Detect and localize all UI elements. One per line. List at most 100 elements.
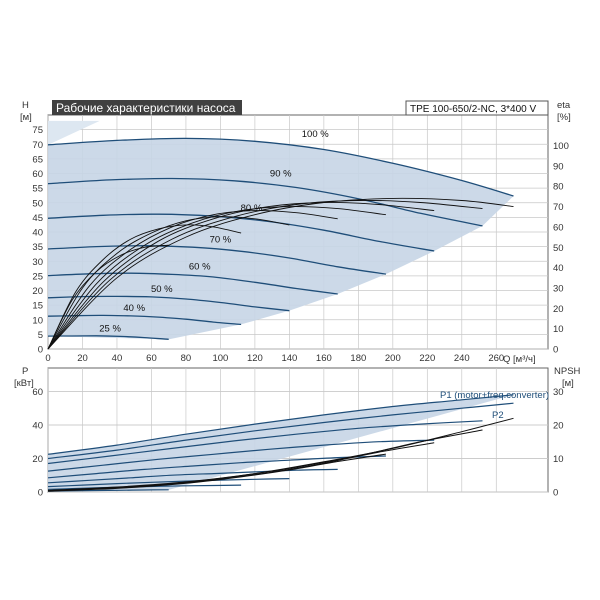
head-x-tick-9: 180 [350, 353, 366, 364]
power-y-tick-2: 40 [32, 420, 43, 431]
head-curve-0 [47, 137, 514, 197]
head-curve-3 [47, 245, 386, 275]
eta-y-tick-6: 60 [553, 222, 564, 233]
head-x-tick-4: 80 [181, 353, 192, 364]
power-curve-6 [47, 478, 290, 488]
head-y-tick-15: 75 [32, 125, 43, 136]
eta-y-tick-3: 30 [553, 283, 564, 294]
pump-model: TPE 100-650/2-NC, 3*400 V [410, 104, 537, 115]
head-x-tick-13: 260 [488, 353, 504, 364]
eta-y-tick-5: 50 [553, 243, 564, 254]
chart-title: Рабочие характеристики насоса [56, 101, 236, 115]
power-curve-5 [47, 468, 338, 484]
power-y-tick-1: 20 [32, 454, 43, 465]
head-curve-6 [47, 314, 242, 326]
power-region [48, 394, 514, 492]
power-curve-2 [47, 420, 483, 465]
head-y-tick-14: 70 [32, 140, 43, 151]
head-x-tick-5: 100 [212, 353, 228, 364]
head-y-tick-7: 35 [32, 242, 43, 253]
speed-label-1: 90 % [270, 168, 292, 179]
speed-label-7: 25 % [99, 323, 121, 334]
flow-axis-label: Q [м³/ч] [503, 354, 536, 365]
head-curve-4 [47, 272, 338, 295]
speed-label-6: 40 % [123, 303, 145, 314]
head-x-tick-10: 200 [385, 353, 401, 364]
eta-curve-0 [47, 197, 514, 350]
head-y-tick-11: 55 [32, 184, 43, 195]
npsh-curves [47, 417, 514, 492]
npsh-y-tick-2: 20 [553, 420, 564, 431]
npsh-curve-3 [47, 453, 386, 492]
title-box [52, 100, 242, 115]
head-y-tick-13: 65 [32, 154, 43, 165]
eta-y-tick-10: 100 [553, 141, 569, 152]
head-x-tick-0: 0 [45, 353, 50, 364]
head-y-tick-0: 0 [38, 345, 43, 356]
speed-label-4: 60 % [189, 261, 211, 272]
head-y-tick-9: 45 [32, 213, 43, 224]
speed-label-0: 100 % [302, 129, 329, 140]
power-curve-0 [47, 394, 514, 455]
head-y-tick-8: 40 [32, 228, 43, 239]
head-y-tick-10: 50 [32, 198, 43, 209]
power-chart-ticks: 0 20 40 60 0 10 20 30 [32, 387, 563, 499]
head-x-tick-11: 220 [419, 353, 435, 364]
head-x-tick-2: 40 [112, 353, 123, 364]
head-curve-1 [47, 177, 483, 227]
head-operating-region [48, 120, 514, 340]
speed-label-5: 50 % [151, 284, 173, 295]
eta-axis-unit: [%] [557, 112, 571, 123]
eta-curve-2 [47, 201, 435, 350]
head-y-tick-1: 5 [38, 330, 43, 341]
model-box [405, 100, 549, 116]
npsh-y-tick-3: 30 [553, 387, 564, 398]
head-chart-ticks: 0 20 40 60 80 100 120 140 160 180 200 220 240 2600510… [32, 125, 568, 364]
head-x-tick-7: 140 [281, 353, 297, 364]
eta-curve-4 [47, 210, 338, 350]
eta-curve-7 [47, 244, 169, 350]
npsh-y-tick-1: 10 [553, 454, 564, 465]
head-x-tick-3: 60 [146, 353, 157, 364]
eta-y-tick-4: 40 [553, 263, 564, 274]
eta-y-tick-2: 20 [553, 304, 564, 315]
eta-y-tick-0: 0 [553, 345, 558, 356]
power-curve-1 [47, 402, 514, 460]
head-x-tick-8: 160 [316, 353, 332, 364]
head-y-tick-2: 10 [32, 315, 43, 326]
eta-y-tick-8: 80 [553, 182, 564, 193]
head-y-tick-12: 60 [32, 169, 43, 180]
head-y-tick-5: 25 [32, 271, 43, 282]
head-y-tick-6: 30 [32, 257, 43, 268]
eta-y-tick-1: 10 [553, 324, 564, 335]
head-y-tick-4: 20 [32, 286, 43, 297]
power-axis-label: P [22, 366, 28, 377]
power-axis-unit: [кВт] [14, 378, 34, 389]
npsh-axis-unit: [м] [562, 378, 574, 389]
npsh-y-tick-0: 0 [553, 488, 558, 499]
head-region-polygon [48, 138, 514, 340]
head-axis-label: H [22, 100, 29, 111]
power-y-tick-0: 0 [38, 488, 43, 499]
eta-axis-label: eta [557, 100, 571, 111]
head-x-tick-6: 120 [247, 353, 263, 364]
head-x-tick-12: 240 [454, 353, 470, 364]
eta-curve-1 [47, 199, 483, 350]
eta-y-tick-9: 90 [553, 161, 564, 172]
power-curve-3 [47, 439, 435, 472]
head-x-tick-1: 20 [77, 353, 88, 364]
power-region-polygon [48, 394, 514, 492]
power-curve-4 [47, 455, 386, 479]
head-region-wedge [48, 120, 100, 145]
speed-labels: 100 % 90 % 80 % 70 % 60 % 50 % 40 %25 % [99, 129, 329, 335]
power-y-tick-3: 60 [32, 387, 43, 398]
head-axis-unit: [м] [20, 112, 32, 123]
head-y-tick-3: 15 [32, 301, 43, 312]
npsh-axis-label: NPSH [554, 366, 581, 377]
speed-label-3: 70 % [210, 235, 232, 246]
eta-y-tick-7: 70 [553, 202, 564, 213]
legend-p2: P2 [492, 410, 504, 421]
speed-label-2: 80 % [241, 203, 263, 214]
eta-curves [47, 197, 514, 350]
